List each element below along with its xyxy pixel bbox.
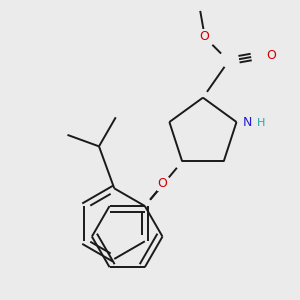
Text: O: O xyxy=(199,30,208,43)
Text: H: H xyxy=(256,118,265,128)
Text: N: N xyxy=(242,116,252,128)
Text: O: O xyxy=(266,49,276,62)
Text: O: O xyxy=(158,177,167,190)
